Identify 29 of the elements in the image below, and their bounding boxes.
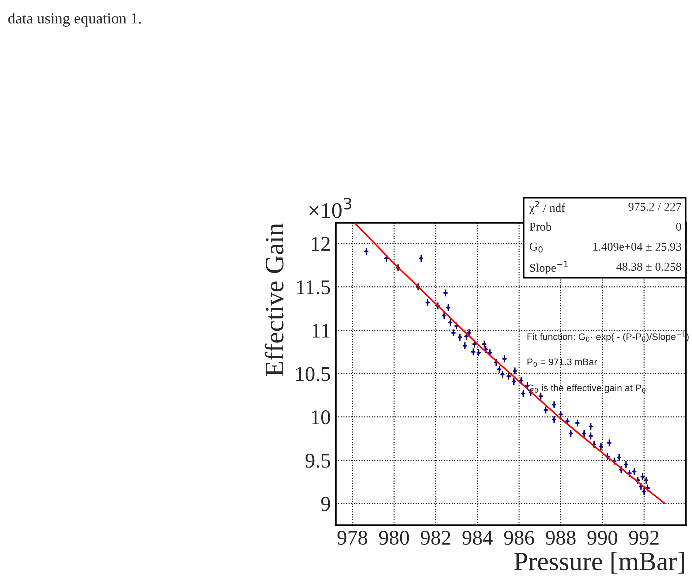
text: 975.2 / 227 bbox=[628, 203, 682, 212]
x-tick-label: 980 bbox=[379, 530, 410, 546]
y-tick-label: 11 bbox=[312, 324, 330, 338]
text: χ$^{2}$ / ndf bbox=[530, 201, 566, 214]
y-tick-label: 10 bbox=[312, 410, 330, 425]
annotation: 1.409e+04 ± 25.93 bbox=[594, 242, 682, 252]
annotation: Slope$^{−1}$ bbox=[530, 261, 568, 274]
y-tick-label: 9.5 bbox=[306, 454, 330, 468]
annotation: Prob bbox=[530, 222, 552, 231]
y-tick-label: 11.5 bbox=[297, 280, 330, 295]
annotation: 48.38 ± 0.258 bbox=[616, 262, 682, 272]
annotation: P$_{0}$ = 971.3 mBar bbox=[528, 358, 598, 368]
text: 0 bbox=[676, 222, 682, 231]
y-tick-label: 9 bbox=[321, 497, 330, 512]
x-tick-label: 992 bbox=[629, 531, 659, 546]
x-tick-label: 984 bbox=[462, 530, 493, 546]
y-tick-label: 10.5 bbox=[296, 367, 330, 382]
y-axis-title: Effective Gain bbox=[264, 223, 284, 376]
x-axis-title: Pressure [mBar] bbox=[514, 552, 684, 574]
text: ×10$^{3}$ bbox=[310, 198, 352, 218]
x-tick-label: 982 bbox=[421, 530, 450, 546]
x-tick-label: 978 bbox=[338, 530, 368, 546]
y-tick-label: 12 bbox=[312, 237, 330, 252]
x-tick-label: 986 bbox=[504, 530, 534, 546]
annotation: 0 bbox=[586, 336, 590, 342]
text: data using equation 1. bbox=[8, 13, 142, 27]
annotation: G$_{0}$ bbox=[530, 242, 543, 253]
x-tick-label: 988 bbox=[546, 530, 576, 546]
x-tick-label: 990 bbox=[588, 530, 618, 546]
